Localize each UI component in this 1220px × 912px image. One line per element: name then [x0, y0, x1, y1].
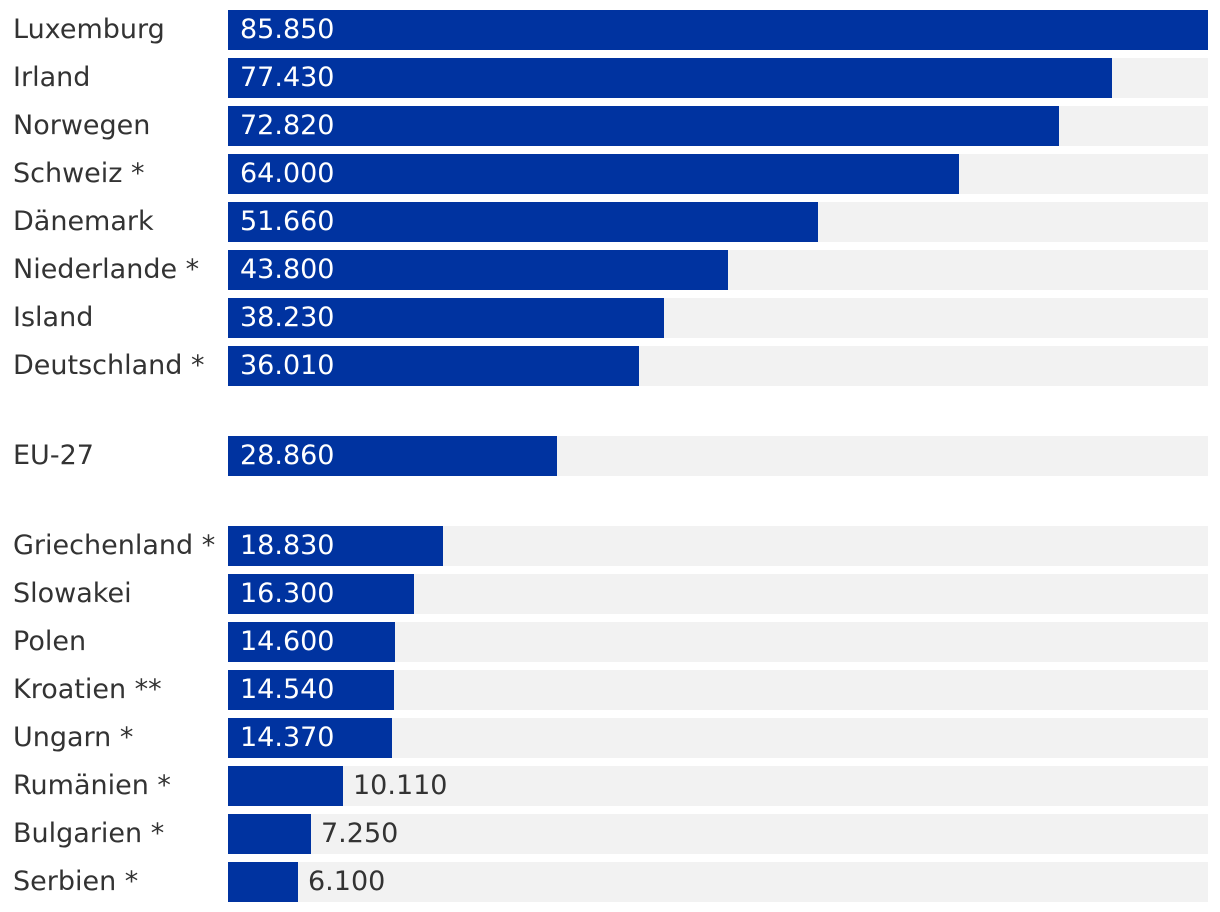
bar [228, 718, 392, 758]
bar [228, 298, 664, 338]
data-label: 6.100 [308, 866, 386, 897]
data-label: 16.300 [240, 578, 335, 609]
category-label: Polen [13, 626, 87, 657]
bar [228, 250, 728, 290]
category-label: Bulgarien * [13, 818, 165, 849]
data-label: 85.850 [240, 14, 335, 45]
data-label: 18.830 [240, 530, 335, 561]
data-label: 36.010 [240, 350, 335, 381]
data-label: 14.540 [240, 674, 335, 705]
category-label: Serbien * [13, 866, 139, 897]
category-label: Ungarn * [13, 722, 134, 753]
bar [228, 814, 311, 854]
category-label: Niederlande * [13, 254, 200, 285]
bar [228, 58, 1112, 98]
bar [228, 106, 1059, 146]
bar [228, 862, 298, 902]
bar [228, 154, 959, 194]
bar [228, 526, 443, 566]
data-label: 7.250 [321, 818, 399, 849]
bar [228, 574, 414, 614]
category-label: EU-27 [13, 440, 94, 471]
category-label: Schweiz * [13, 158, 145, 189]
category-label: Norwegen [13, 110, 151, 141]
data-label: 10.110 [353, 770, 448, 801]
data-label: 14.370 [240, 722, 335, 753]
data-label: 72.820 [240, 110, 335, 141]
data-label: 43.800 [240, 254, 335, 285]
bar [228, 10, 1208, 50]
data-label: 64.000 [240, 158, 335, 189]
category-label: Griechenland * [13, 530, 216, 561]
data-label: 38.230 [240, 302, 335, 333]
category-label: Luxemburg [13, 14, 165, 45]
bar-track [228, 766, 1208, 806]
bar [228, 670, 394, 710]
bar [228, 766, 343, 806]
category-label: Irland [13, 62, 91, 93]
bar [228, 346, 639, 386]
data-label: 14.600 [240, 626, 335, 657]
bar-track [228, 814, 1208, 854]
category-label: Slowakei [13, 578, 132, 609]
category-label: Dänemark [13, 206, 154, 237]
data-label: 28.860 [240, 440, 335, 471]
bar [228, 202, 818, 242]
data-label: 51.660 [240, 206, 335, 237]
category-label: Kroatien ** [13, 674, 162, 705]
category-label: Island [13, 302, 94, 333]
category-label: Deutschland * [13, 350, 205, 381]
bar [228, 622, 395, 662]
data-label: 77.430 [240, 62, 335, 93]
bar-track [228, 862, 1208, 902]
bar [228, 436, 557, 476]
category-label: Rumänien * [13, 770, 171, 801]
